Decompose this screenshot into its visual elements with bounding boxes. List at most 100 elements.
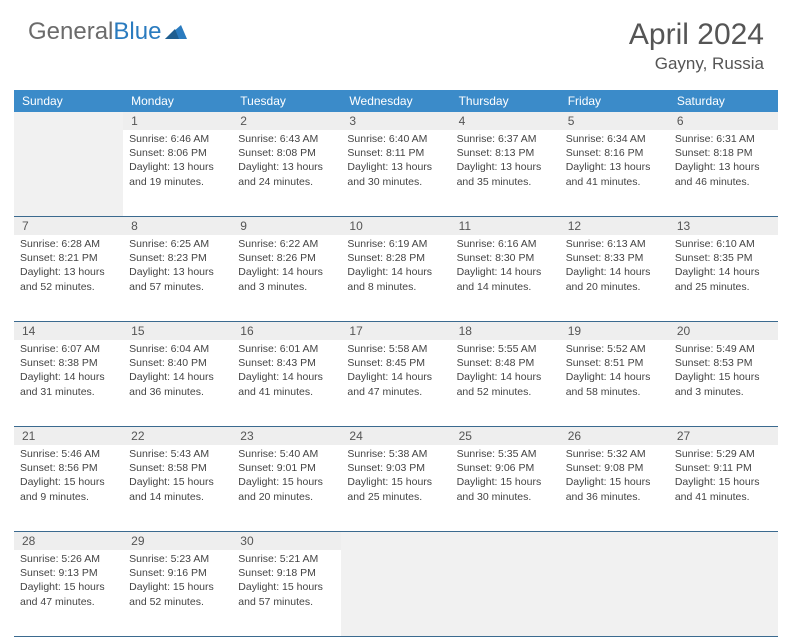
- day-cell: Sunrise: 6:40 AMSunset: 8:11 PMDaylight:…: [341, 130, 450, 216]
- sunrise-line: Sunrise: 6:16 AM: [457, 237, 554, 251]
- daylight-line: Daylight: 15 hours and 3 minutes.: [675, 370, 772, 398]
- day-cell: [669, 550, 778, 636]
- daylight-line: Daylight: 13 hours and 24 minutes.: [238, 160, 335, 188]
- day-number: 18: [451, 322, 560, 340]
- day-number: 3: [341, 112, 450, 130]
- sunrise-line: Sunrise: 5:46 AM: [20, 447, 117, 461]
- daylight-line: Daylight: 14 hours and 52 minutes.: [457, 370, 554, 398]
- dow-header-row: SundayMondayTuesdayWednesdayThursdayFrid…: [14, 90, 778, 112]
- day-cell: Sunrise: 5:46 AMSunset: 8:56 PMDaylight:…: [14, 445, 123, 531]
- sunset-line: Sunset: 8:28 PM: [347, 251, 444, 265]
- daylight-line: Daylight: 13 hours and 52 minutes.: [20, 265, 117, 293]
- day-number: 13: [669, 217, 778, 235]
- daylight-line: Daylight: 13 hours and 30 minutes.: [347, 160, 444, 188]
- daylight-line: Daylight: 13 hours and 19 minutes.: [129, 160, 226, 188]
- daynum-row: 123456: [14, 112, 778, 130]
- sunrise-line: Sunrise: 6:34 AM: [566, 132, 663, 146]
- sunset-line: Sunset: 8:38 PM: [20, 356, 117, 370]
- dow-header: Friday: [560, 90, 669, 112]
- day-number: 14: [14, 322, 123, 340]
- sunset-line: Sunset: 8:21 PM: [20, 251, 117, 265]
- daylight-line: Daylight: 15 hours and 20 minutes.: [238, 475, 335, 503]
- day-number: 24: [341, 427, 450, 445]
- day-number: 27: [669, 427, 778, 445]
- logo-text-general: General: [28, 18, 113, 46]
- day-number: [14, 112, 123, 130]
- sunrise-line: Sunrise: 5:38 AM: [347, 447, 444, 461]
- daynum-row: 282930: [14, 532, 778, 550]
- day-number: [451, 532, 560, 550]
- sunrise-line: Sunrise: 6:40 AM: [347, 132, 444, 146]
- day-number: 7: [14, 217, 123, 235]
- daylight-line: Daylight: 15 hours and 30 minutes.: [457, 475, 554, 503]
- daylight-line: Daylight: 15 hours and 9 minutes.: [20, 475, 117, 503]
- day-cell: Sunrise: 6:34 AMSunset: 8:16 PMDaylight:…: [560, 130, 669, 216]
- sunset-line: Sunset: 8:53 PM: [675, 356, 772, 370]
- sunset-line: Sunset: 8:43 PM: [238, 356, 335, 370]
- day-cell: Sunrise: 6:22 AMSunset: 8:26 PMDaylight:…: [232, 235, 341, 321]
- sunrise-line: Sunrise: 6:43 AM: [238, 132, 335, 146]
- sunset-line: Sunset: 9:13 PM: [20, 566, 117, 580]
- sunrise-line: Sunrise: 5:40 AM: [238, 447, 335, 461]
- dow-header: Saturday: [669, 90, 778, 112]
- daylight-line: Daylight: 15 hours and 47 minutes.: [20, 580, 117, 608]
- sunset-line: Sunset: 8:06 PM: [129, 146, 226, 160]
- sunrise-line: Sunrise: 5:35 AM: [457, 447, 554, 461]
- day-number: 8: [123, 217, 232, 235]
- day-cell: [451, 550, 560, 636]
- daylight-line: Daylight: 15 hours and 25 minutes.: [347, 475, 444, 503]
- week-row: Sunrise: 6:28 AMSunset: 8:21 PMDaylight:…: [14, 235, 778, 322]
- sunset-line: Sunset: 8:30 PM: [457, 251, 554, 265]
- daylight-line: Daylight: 15 hours and 41 minutes.: [675, 475, 772, 503]
- day-cell: Sunrise: 5:21 AMSunset: 9:18 PMDaylight:…: [232, 550, 341, 636]
- daylight-line: Daylight: 14 hours and 47 minutes.: [347, 370, 444, 398]
- sunset-line: Sunset: 9:16 PM: [129, 566, 226, 580]
- daylight-line: Daylight: 15 hours and 57 minutes.: [238, 580, 335, 608]
- day-cell: Sunrise: 6:28 AMSunset: 8:21 PMDaylight:…: [14, 235, 123, 321]
- day-cell: Sunrise: 6:01 AMSunset: 8:43 PMDaylight:…: [232, 340, 341, 426]
- day-cell: Sunrise: 6:10 AMSunset: 8:35 PMDaylight:…: [669, 235, 778, 321]
- page-title: April 2024: [629, 18, 764, 52]
- day-cell: Sunrise: 6:46 AMSunset: 8:06 PMDaylight:…: [123, 130, 232, 216]
- sunrise-line: Sunrise: 6:22 AM: [238, 237, 335, 251]
- day-cell: Sunrise: 6:04 AMSunset: 8:40 PMDaylight:…: [123, 340, 232, 426]
- dow-header: Thursday: [451, 90, 560, 112]
- sunset-line: Sunset: 8:40 PM: [129, 356, 226, 370]
- sunrise-line: Sunrise: 6:25 AM: [129, 237, 226, 251]
- sunset-line: Sunset: 8:58 PM: [129, 461, 226, 475]
- sunrise-line: Sunrise: 5:23 AM: [129, 552, 226, 566]
- day-number: 15: [123, 322, 232, 340]
- logo: GeneralBlue: [28, 18, 187, 46]
- day-number: 2: [232, 112, 341, 130]
- daynum-row: 78910111213: [14, 217, 778, 235]
- daylight-line: Daylight: 14 hours and 41 minutes.: [238, 370, 335, 398]
- sunrise-line: Sunrise: 6:37 AM: [457, 132, 554, 146]
- day-number: 19: [560, 322, 669, 340]
- daylight-line: Daylight: 13 hours and 41 minutes.: [566, 160, 663, 188]
- day-cell: Sunrise: 6:16 AMSunset: 8:30 PMDaylight:…: [451, 235, 560, 321]
- sunrise-line: Sunrise: 6:01 AM: [238, 342, 335, 356]
- day-cell: Sunrise: 5:58 AMSunset: 8:45 PMDaylight:…: [341, 340, 450, 426]
- sunset-line: Sunset: 8:08 PM: [238, 146, 335, 160]
- day-number: 23: [232, 427, 341, 445]
- daylight-line: Daylight: 14 hours and 8 minutes.: [347, 265, 444, 293]
- sunrise-line: Sunrise: 5:49 AM: [675, 342, 772, 356]
- day-number: 26: [560, 427, 669, 445]
- sunset-line: Sunset: 9:08 PM: [566, 461, 663, 475]
- day-cell: Sunrise: 6:37 AMSunset: 8:13 PMDaylight:…: [451, 130, 560, 216]
- daylight-line: Daylight: 13 hours and 46 minutes.: [675, 160, 772, 188]
- calendar: SundayMondayTuesdayWednesdayThursdayFrid…: [14, 90, 778, 637]
- day-cell: Sunrise: 6:31 AMSunset: 8:18 PMDaylight:…: [669, 130, 778, 216]
- sunrise-line: Sunrise: 5:55 AM: [457, 342, 554, 356]
- day-cell: Sunrise: 5:43 AMSunset: 8:58 PMDaylight:…: [123, 445, 232, 531]
- day-number: 5: [560, 112, 669, 130]
- sunset-line: Sunset: 9:01 PM: [238, 461, 335, 475]
- dow-header: Sunday: [14, 90, 123, 112]
- day-cell: [14, 130, 123, 216]
- sunset-line: Sunset: 8:45 PM: [347, 356, 444, 370]
- week-row: Sunrise: 6:46 AMSunset: 8:06 PMDaylight:…: [14, 130, 778, 217]
- page-subtitle: Gayny, Russia: [629, 54, 764, 74]
- sunset-line: Sunset: 8:56 PM: [20, 461, 117, 475]
- day-number: 17: [341, 322, 450, 340]
- sunset-line: Sunset: 8:16 PM: [566, 146, 663, 160]
